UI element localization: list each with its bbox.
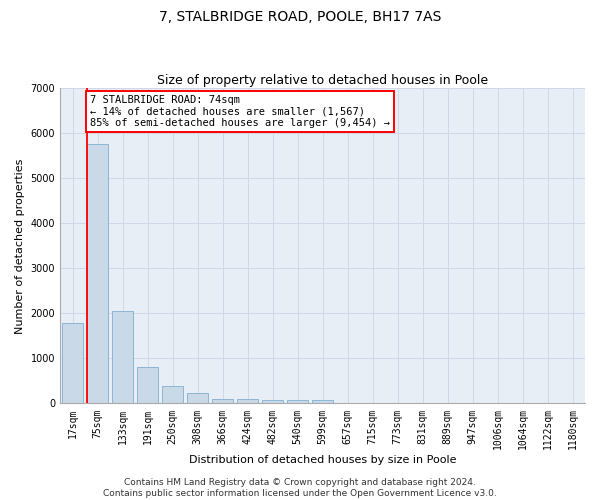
Title: Size of property relative to detached houses in Poole: Size of property relative to detached ho… (157, 74, 488, 87)
Bar (87, 144, 108, 404)
Y-axis label: Number of detached properties: Number of detached properties (15, 158, 25, 334)
Bar (187, 393, 208, 404)
Bar (162, 386, 183, 404)
Text: 7 STALBRIDGE ROAD: 74sqm
← 14% of detached houses are smaller (1,567)
85% of sem: 7 STALBRIDGE ROAD: 74sqm ← 14% of detach… (90, 95, 390, 128)
Bar (137, 366, 158, 404)
X-axis label: Distribution of detached houses by size in Poole: Distribution of detached houses by size … (189, 455, 456, 465)
Bar (212, 398, 233, 404)
Text: 7, STALBRIDGE ROAD, POOLE, BH17 7AS: 7, STALBRIDGE ROAD, POOLE, BH17 7AS (159, 10, 441, 24)
Bar (312, 400, 333, 404)
Text: Contains HM Land Registry data © Crown copyright and database right 2024.
Contai: Contains HM Land Registry data © Crown c… (103, 478, 497, 498)
Bar (262, 400, 283, 404)
Bar (287, 400, 308, 404)
Bar (237, 398, 258, 404)
Bar (62, 324, 83, 404)
Bar (112, 311, 133, 404)
